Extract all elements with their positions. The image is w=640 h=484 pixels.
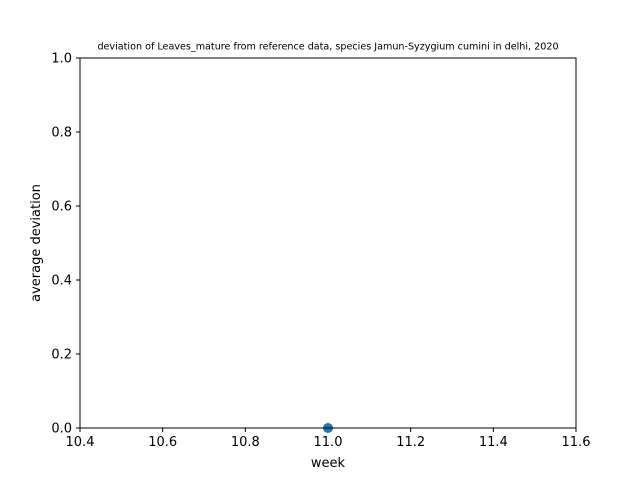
chart-title: deviation of Leaves_mature from referenc… [97, 42, 558, 53]
y-tick-label: 0.0 [51, 422, 72, 437]
x-tick-label: 11.4 [479, 435, 508, 450]
plot-area [80, 58, 576, 428]
y-tick-label: 1.0 [51, 52, 72, 67]
y-tick-label: 0.6 [51, 200, 72, 215]
x-tick-label: 10.4 [66, 435, 95, 450]
plot-frame [79, 57, 577, 429]
y-axis-label: average deviation [29, 184, 44, 302]
x-tick-label: 11.6 [562, 435, 591, 450]
x-tick-label: 11.2 [396, 435, 425, 450]
x-tick-label: 11.0 [314, 435, 343, 450]
x-tick-label: 10.6 [148, 435, 177, 450]
y-tick-label: 0.8 [51, 126, 72, 141]
y-axis-ticks: 0.0 0.2 0.4 0.6 0.8 1.0 [51, 52, 80, 437]
y-tick-label: 0.4 [51, 274, 72, 289]
x-tick-label: 10.8 [231, 435, 260, 450]
x-axis-label: week [311, 456, 346, 471]
y-tick-label: 0.2 [51, 348, 72, 363]
x-axis-ticks: 10.4 10.6 10.8 11.0 11.2 11.4 11.6 [66, 428, 591, 450]
